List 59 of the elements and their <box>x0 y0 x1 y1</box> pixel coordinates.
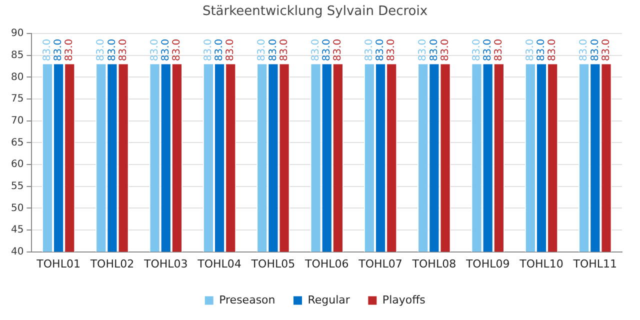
x-tick-label: TOHL10 <box>518 257 564 270</box>
data-label: 83.0 <box>118 38 129 62</box>
data-label: 83.0 <box>256 38 268 62</box>
data-label: 83.0 <box>53 38 64 62</box>
data-label: 83.0 <box>471 38 482 62</box>
data-label: 83.0 <box>214 38 226 62</box>
data-label: 83.0 <box>106 38 118 62</box>
data-label: 83.0 <box>268 38 279 62</box>
y-tick-label: 70 <box>10 115 24 126</box>
x-tick-label: TOHL05 <box>250 257 296 270</box>
x-tick-label: TOHL08 <box>411 257 456 270</box>
y-tick-label: 55 <box>10 180 24 192</box>
data-label: 83.0 <box>310 38 322 62</box>
data-label: 83.0 <box>96 38 107 62</box>
data-label: 83.0 <box>64 38 76 62</box>
data-label: 83.0 <box>578 38 590 62</box>
y-tick-label: 60 <box>10 159 24 170</box>
data-label: 83.0 <box>149 38 160 62</box>
data-label: 83.0 <box>203 38 214 62</box>
x-tick-label: TOHL11 <box>572 257 618 270</box>
data-label: 83.0 <box>536 38 548 62</box>
data-label: 83.0 <box>386 38 398 62</box>
data-label: 83.0 <box>364 38 376 62</box>
data-label: 83.0 <box>525 38 536 62</box>
y-tick-label: 90 <box>10 28 24 40</box>
data-label: 83.0 <box>494 38 505 62</box>
data-label: 83.0 <box>375 38 386 62</box>
data-label: 83.0 <box>278 38 290 62</box>
x-tick-label: TOHL03 <box>142 257 188 270</box>
x-tick-label: TOHL07 <box>358 257 402 270</box>
data-label: 83.0 <box>321 38 332 62</box>
y-tick-label: 45 <box>10 224 24 236</box>
legend-label: Playoffs <box>382 293 426 306</box>
y-tick-label: 80 <box>10 72 24 83</box>
data-label: 83.0 <box>547 38 558 62</box>
legend-label: Regular <box>308 293 350 306</box>
data-label: 83.0 <box>590 38 601 62</box>
x-tick-label: TOHL09 <box>464 257 510 270</box>
data-label: 83.0 <box>42 38 54 62</box>
y-tick-label: 75 <box>10 94 24 105</box>
y-tick-label: 40 <box>10 246 24 258</box>
legend-label: Preseason <box>219 293 276 306</box>
y-tick-label: 65 <box>10 137 24 148</box>
data-label: 83.0 <box>160 38 172 62</box>
x-tick-label: TOHL02 <box>89 257 134 270</box>
data-label: 83.0 <box>440 38 451 62</box>
data-label: 83.0 <box>172 38 183 62</box>
x-tick-label: TOHL04 <box>196 257 242 270</box>
y-tick-label: 50 <box>10 202 24 214</box>
data-label: 83.0 <box>428 38 440 62</box>
data-label: 83.0 <box>482 38 494 62</box>
data-label: 83.0 <box>332 38 344 62</box>
x-tick-label: TOHL06 <box>304 257 349 270</box>
y-tick-label: 85 <box>10 50 24 62</box>
chart-title: Stärkeentwicklung Sylvain Decroix <box>202 4 428 20</box>
x-tick-label: TOHL01 <box>36 257 80 270</box>
data-label: 83.0 <box>418 38 429 62</box>
data-label: 83.0 <box>600 38 612 62</box>
data-label: 83.0 <box>225 38 236 62</box>
